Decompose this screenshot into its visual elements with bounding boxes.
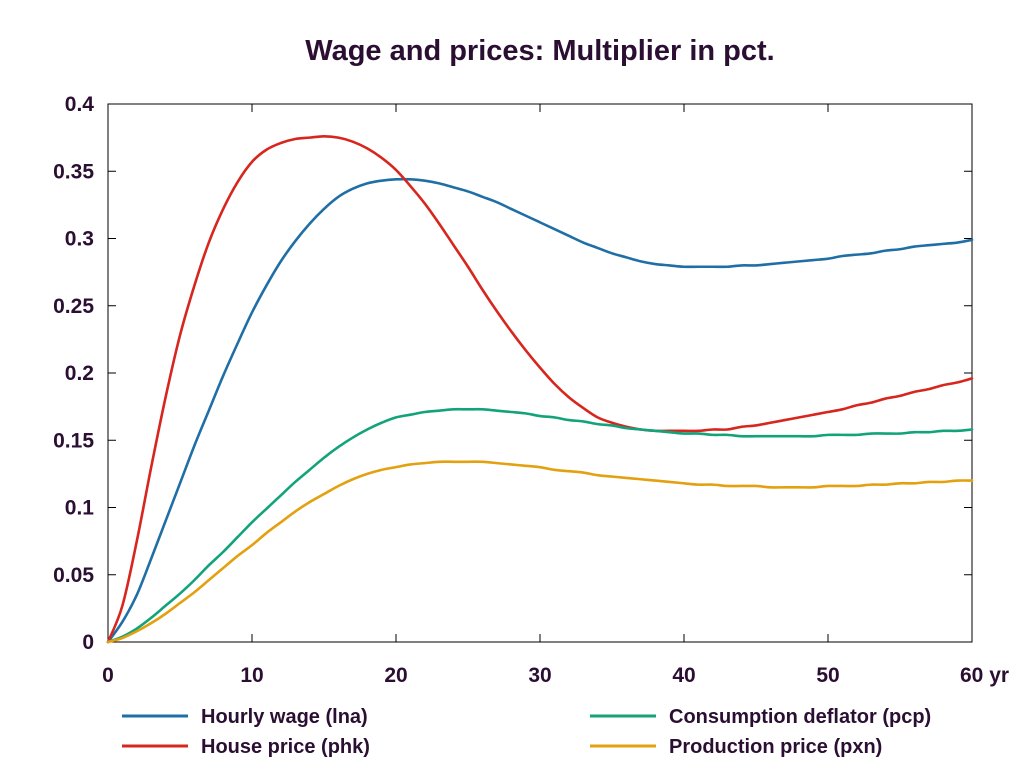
y-tick-label: 0.25	[53, 295, 94, 318]
chart-title: Wage and prices: Multiplier in pct.	[305, 35, 774, 67]
x-tick-label: 30	[528, 664, 551, 687]
series-line-1	[106, 134, 974, 644]
y-tick-label: 0.3	[65, 228, 94, 251]
series-line-2	[106, 407, 974, 644]
series-lines	[106, 134, 974, 644]
legend: Hourly wage (lna) Consumption deflator (p…	[122, 706, 931, 758]
x-axis-tick-labels: 0 10 20 30 40 50 60 yr	[102, 664, 1009, 687]
legend-label: Hourly wage (lna)	[201, 706, 368, 728]
x-tick-label: 60 yr	[960, 664, 1009, 687]
x-tick-label: 10	[240, 664, 263, 687]
series-line-3	[106, 460, 974, 644]
y-tick-label: 0.1	[65, 497, 95, 520]
y-tick-label: 0.4	[65, 93, 95, 116]
legend-label: Production price (pxn)	[669, 736, 882, 758]
y-axis-tick-labels: 0 0.05 0.1 0.15 0.2 0.25 0.3 0.35 0.4	[53, 93, 94, 654]
y-tick-label: 0	[82, 631, 94, 654]
x-tick-label: 50	[816, 664, 839, 687]
x-tick-label: 40	[672, 664, 695, 687]
y-tick-label: 0.15	[53, 429, 94, 452]
y-tick-label: 0.2	[65, 362, 94, 385]
legend-label: Consumption deflator (pcp)	[669, 706, 931, 728]
legend-label: House price (phk)	[201, 736, 370, 758]
series-line-0	[106, 177, 974, 644]
tick-marks	[107, 103, 973, 643]
x-tick-label: 20	[384, 664, 407, 687]
y-tick-label: 0.35	[53, 160, 94, 183]
plot-frame	[107, 103, 973, 643]
x-tick-label: 0	[102, 664, 114, 687]
y-tick-label: 0.05	[53, 564, 94, 587]
